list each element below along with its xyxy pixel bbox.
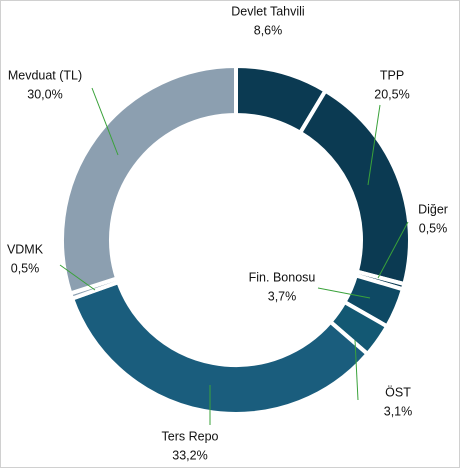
slice-value-label: 0,5% [11,261,40,275]
slice-value-label: 30,0% [27,87,62,101]
slice-value-label: 33,2% [172,448,207,462]
donut-slice [69,279,371,416]
slice-label: Ters Repo [162,429,219,443]
leader-line [317,287,371,299]
donut-slice [60,63,238,296]
slice-label: VDMK [7,242,44,256]
slice-value-label: 8,6% [254,23,283,37]
leader-line [354,339,359,401]
slice-label: Diğer [418,202,448,216]
slice-value-label: 3,1% [384,404,413,418]
slice-value-label: 20,5% [374,87,409,101]
leader-line [59,264,96,291]
slice-value-label: 3,7% [268,289,297,303]
leader-line [367,104,381,186]
slice-value-label: 0,5% [419,221,448,235]
leader-line [91,87,119,156]
slice-label: TPP [380,68,404,82]
slice-label: Fin. Bonosu [249,270,316,284]
slice-label: ÖST [385,385,411,399]
slice-label: Devlet Tahvili [231,4,304,18]
leader-line [377,221,409,279]
slice-label: Mevduat (TL) [8,68,82,82]
